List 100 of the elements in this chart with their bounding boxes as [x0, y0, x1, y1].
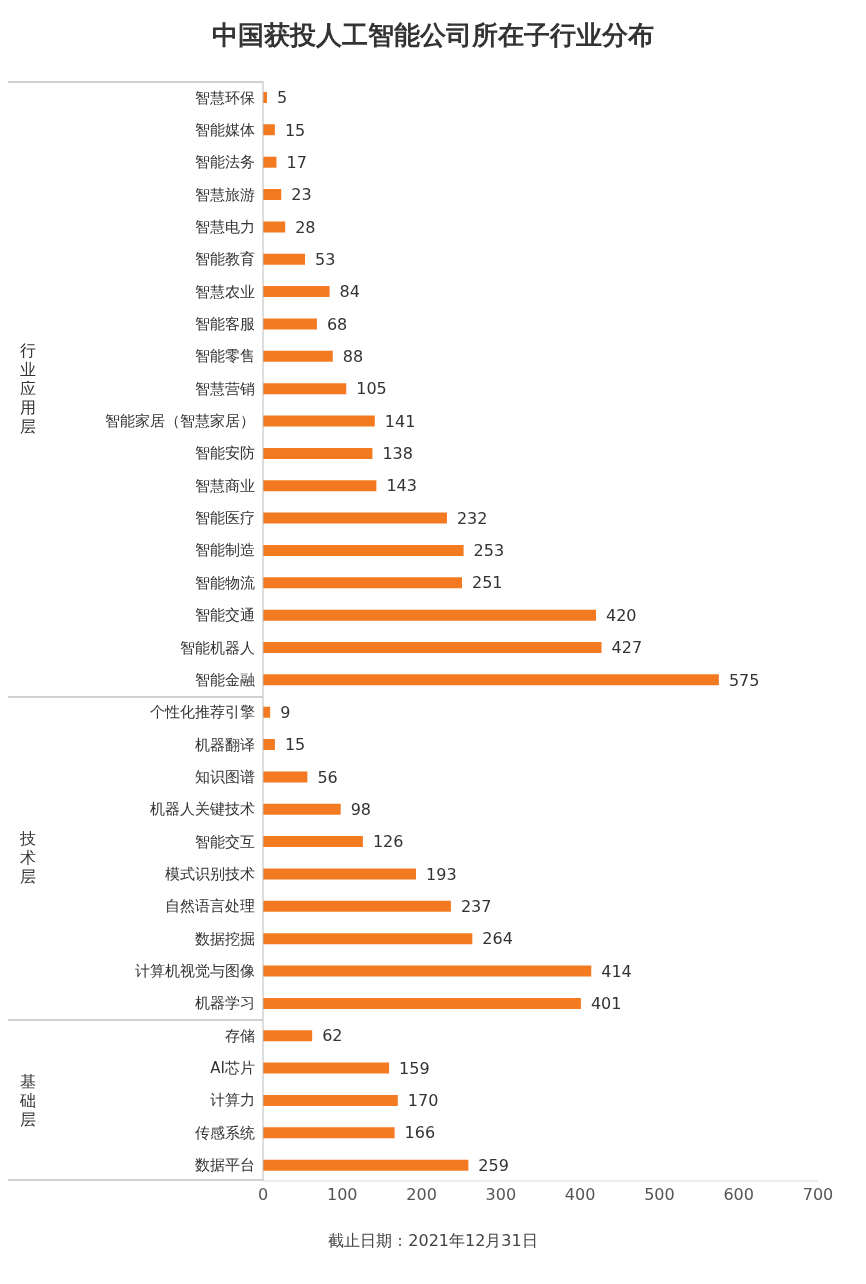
- bar: [263, 1062, 390, 1074]
- bar: [263, 674, 719, 686]
- data-label: 138: [382, 444, 413, 464]
- y-tick-label: 智能零售: [195, 347, 255, 366]
- data-label: 141: [384, 411, 416, 431]
- bar: [263, 350, 333, 362]
- bar: [263, 124, 275, 136]
- x-tick-label: 500: [644, 1185, 675, 1205]
- y-tick-label: 智能物流: [195, 573, 255, 592]
- bar: [263, 447, 373, 459]
- data-label: 232: [456, 508, 488, 528]
- x-tick-label: 100: [327, 1185, 358, 1205]
- y-tick-label: 智慧营销: [195, 379, 255, 398]
- x-tick-label: 300: [485, 1185, 517, 1205]
- data-label: 414: [601, 961, 632, 981]
- bar: [263, 286, 330, 298]
- bar: [263, 1030, 313, 1042]
- y-tick-label: 机器人关键技术: [150, 800, 255, 819]
- y-tick-label: 个性化推荐引擎: [150, 703, 255, 722]
- data-label: 5: [276, 88, 288, 108]
- y-tick-label: 计算力: [210, 1091, 255, 1110]
- y-tick-label: 智慧环保: [195, 88, 255, 107]
- bar: [263, 1127, 395, 1139]
- bar: [263, 221, 286, 233]
- y-tick-label: 智能媒体: [195, 120, 255, 139]
- y-tick-label: 智能交互: [195, 832, 255, 851]
- bar: [263, 512, 447, 524]
- data-label: 68: [326, 314, 348, 334]
- y-tick-label: 智慧农业: [195, 282, 255, 301]
- y-tick-label: 智能医疗: [195, 509, 255, 528]
- y-tick-label: 知识图谱: [195, 767, 255, 786]
- y-tick-label: 数据挖掘: [195, 929, 255, 948]
- bar: [263, 318, 317, 330]
- bar: [263, 189, 282, 201]
- y-tick-label: 机器翻译: [195, 735, 255, 754]
- data-label: 9: [280, 702, 291, 722]
- data-label: 15: [284, 120, 306, 140]
- bar: [263, 997, 581, 1009]
- data-label: 17: [286, 152, 307, 172]
- y-tick-label: 自然语言处理: [165, 897, 255, 916]
- data-label: 84: [339, 282, 360, 302]
- data-label: 62: [322, 1026, 343, 1046]
- y-tick-label: 数据平台: [195, 1156, 255, 1175]
- y-tick-label: 智能法务: [195, 153, 255, 172]
- data-label: 28: [295, 217, 316, 237]
- x-tick-label: 200: [406, 1185, 437, 1205]
- bar: [263, 415, 375, 427]
- y-tick-label: 存储: [225, 1026, 255, 1045]
- data-label: 251: [472, 573, 503, 593]
- y-tick-label: 智能家居（智慧家居）: [105, 412, 255, 431]
- data-label: 143: [386, 476, 417, 496]
- data-label: 237: [460, 897, 492, 916]
- y-tick-label: 智能交通: [195, 606, 255, 625]
- x-tick-label: 700: [802, 1185, 834, 1205]
- bar: [263, 771, 308, 783]
- text: 技术层: [19, 828, 37, 886]
- bar: [263, 383, 347, 395]
- text: 基础层: [19, 1071, 37, 1129]
- data-label: 98: [350, 799, 372, 819]
- x-tick-label: 600: [723, 1185, 754, 1205]
- data-label: 23: [291, 185, 312, 205]
- data-label: 264: [482, 929, 513, 949]
- y-tick-label: 智能安防: [195, 444, 255, 463]
- x-tick-label: 400: [564, 1185, 596, 1205]
- bar: [263, 253, 306, 265]
- bar: [263, 900, 451, 912]
- data-label: 126: [372, 832, 404, 852]
- bar: [263, 577, 463, 589]
- bar: [263, 1159, 469, 1171]
- y-tick-label: 智慧旅游: [195, 185, 255, 204]
- y-tick-label: 智能金融: [195, 670, 255, 689]
- y-tick-label: 智能制造: [195, 541, 255, 560]
- y-tick-label: AI芯片: [210, 1059, 255, 1078]
- bar: [263, 480, 377, 492]
- bar: [263, 642, 602, 653]
- y-tick-label: 计算机视觉与图像: [135, 962, 255, 981]
- x-tick-label: 0: [257, 1185, 269, 1205]
- data-label: 259: [478, 1155, 509, 1175]
- data-label: 105: [356, 379, 387, 399]
- data-label: 170: [407, 1091, 439, 1111]
- bar: [263, 965, 592, 977]
- y-tick-label: 模式识别技术: [165, 864, 255, 883]
- bar: [263, 836, 363, 848]
- data-label: 88: [342, 347, 364, 366]
- y-tick-label: 智慧电力: [195, 217, 255, 236]
- bar: [263, 933, 473, 945]
- data-label: 401: [590, 994, 622, 1014]
- text: 截止日期：2021年12月31日: [327, 1231, 539, 1252]
- data-label: 15: [284, 735, 306, 755]
- bar: [263, 868, 417, 880]
- data-label: 427: [611, 638, 643, 658]
- y-tick-label: 机器学习: [195, 994, 255, 1013]
- data-label: 53: [315, 249, 336, 269]
- text: 行业应用层: [19, 340, 37, 436]
- data-label: 253: [473, 541, 505, 561]
- y-tick-label: 传感系统: [195, 1123, 255, 1142]
- y-tick-label: 智能教育: [195, 250, 255, 269]
- bar: [263, 739, 275, 751]
- data-label: 56: [317, 767, 338, 787]
- y-tick-label: 智能机器人: [180, 638, 255, 657]
